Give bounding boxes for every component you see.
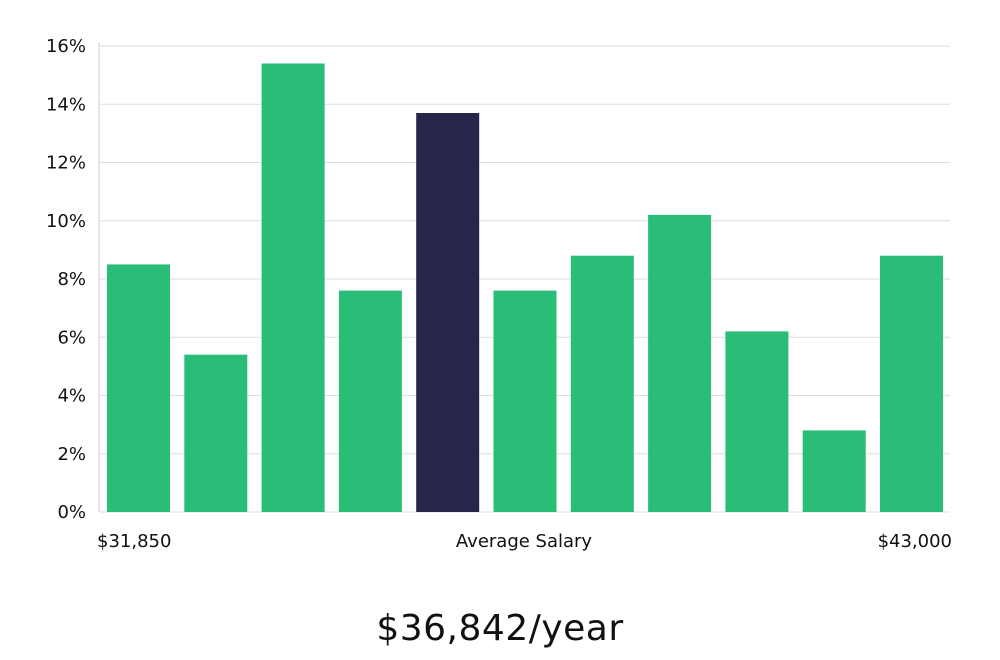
bar-8 bbox=[725, 331, 789, 512]
bar-5 bbox=[493, 290, 557, 512]
x-min-label: $31,850 bbox=[97, 531, 171, 552]
bar-3 bbox=[338, 290, 402, 512]
bar-7 bbox=[648, 214, 712, 512]
x-axis-title: Average Salary bbox=[456, 531, 593, 552]
y-tick-label-2: 4% bbox=[57, 386, 86, 407]
bar-10 bbox=[880, 255, 943, 512]
y-tick-label-8: 16% bbox=[46, 36, 86, 57]
bar-0 bbox=[107, 264, 170, 512]
y-tick-label-3: 6% bbox=[57, 327, 86, 348]
bar-6 bbox=[570, 255, 634, 512]
bar-1 bbox=[184, 354, 248, 512]
y-tick-label-5: 10% bbox=[46, 211, 86, 232]
y-tick-label-6: 12% bbox=[46, 153, 86, 174]
average-salary-value: $36,842/year bbox=[376, 608, 624, 649]
bar-highlight-4 bbox=[416, 113, 480, 512]
y-tick-label-1: 2% bbox=[57, 444, 86, 465]
tick-labels: 0% 2% 4% 6% 8% 10% 12% 14% 16% bbox=[46, 36, 86, 523]
x-max-label: $43,000 bbox=[878, 531, 952, 552]
y-tick-label-7: 14% bbox=[46, 94, 86, 115]
bar-9 bbox=[802, 430, 866, 512]
bar-2 bbox=[261, 63, 325, 512]
y-tick-label-4: 8% bbox=[57, 269, 86, 290]
bars bbox=[107, 63, 943, 512]
salary-distribution-chart: 0% 2% 4% 6% 8% 10% 12% 14% 16% $31,850 Average S… bbox=[46, 36, 952, 552]
y-tick-label-0: 0% bbox=[57, 502, 86, 523]
